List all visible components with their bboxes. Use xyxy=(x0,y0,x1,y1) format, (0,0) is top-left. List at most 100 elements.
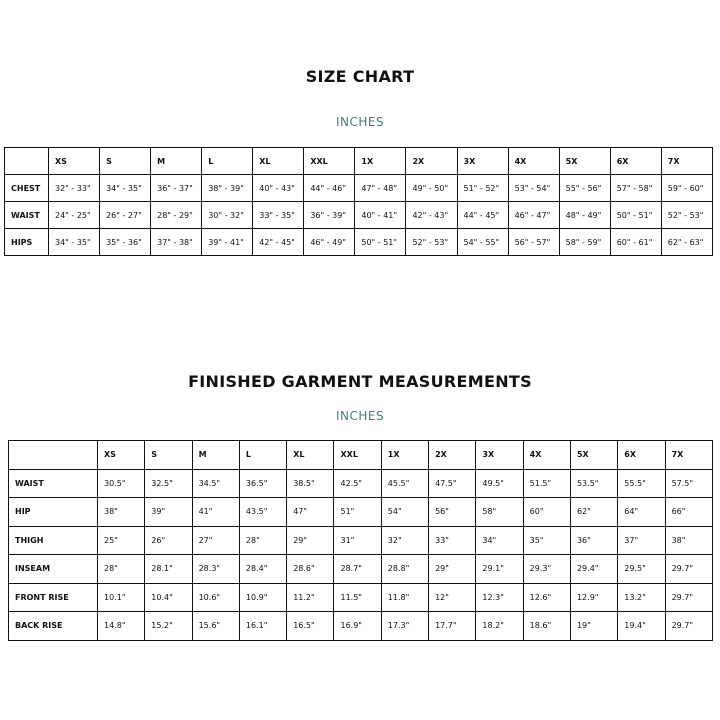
column-header: XXL xyxy=(333,440,382,470)
column-header: 2X xyxy=(428,440,477,470)
row-label: THIGH xyxy=(8,525,98,555)
table-cell: 12.9" xyxy=(569,582,619,612)
table-row: WAIST 24" - 25" 26" - 27" 28" - 29" 30" - 32… xyxy=(4,201,714,229)
column-header: 2X xyxy=(405,147,458,175)
table-cell: 29" xyxy=(286,525,335,555)
table-cell: 36.5" xyxy=(238,468,288,498)
table-cell: 42" - 45" xyxy=(252,228,305,256)
column-header: XXL xyxy=(303,147,356,175)
table-row: HIPS 34" - 35" 35" - 36" 37" - 38" 39" - 41"… xyxy=(4,228,714,256)
table-cell: 38.5" xyxy=(286,468,335,498)
table-cell: 29.5" xyxy=(617,554,666,584)
table-cell: 38" - 39" xyxy=(201,174,254,202)
table-cell: 10.6" xyxy=(191,582,240,612)
table-cell: 36" xyxy=(569,525,619,555)
table-cell: 66" xyxy=(664,497,714,527)
table-cell: 56" xyxy=(428,497,477,527)
garment-chart-title: FINISHED GARMENT MEASUREMENTS xyxy=(188,372,532,391)
table-cell: 60" - 61" xyxy=(609,228,662,256)
table-cell: 46" - 49" xyxy=(303,228,356,256)
table-row: WAIST 30.5" 32.5" 34.5" 36.5" 38.5" 42.5" 45.5"… xyxy=(8,468,714,498)
table-cell: 49.5" xyxy=(475,468,524,498)
table-cell: 24" - 25" xyxy=(47,201,101,229)
column-header: 3X xyxy=(475,440,524,470)
table-cell: 53.5" xyxy=(569,468,619,498)
table-cell: 56" - 57" xyxy=(507,228,560,256)
table-cell: 52" - 53" xyxy=(405,228,458,256)
header-row: XS S M L XL XXL 1X 2X 3X 4X 5X 6X 7X xyxy=(4,147,714,175)
table-cell: 47" - 48" xyxy=(354,174,407,202)
table-cell: 35" xyxy=(522,525,571,555)
table-cell: 25" xyxy=(96,525,146,555)
size-chart-unit: INCHES xyxy=(335,115,385,129)
table-cell: 51.5" xyxy=(522,468,571,498)
table-cell: 28.3" xyxy=(191,554,240,584)
table-cell: 52" - 53" xyxy=(660,201,714,229)
row-label: WAIST xyxy=(8,468,98,498)
column-header: L xyxy=(201,147,254,175)
table-cell: 29.3" xyxy=(522,554,571,584)
table-cell: 51" - 52" xyxy=(456,174,509,202)
table-cell: 28.7" xyxy=(333,554,382,584)
table-cell: 18.6" xyxy=(522,611,571,641)
table-cell: 44" - 46" xyxy=(303,174,356,202)
table-cell: 38" xyxy=(664,525,714,555)
table-row: HIP 38" 39" 41" 43.5" 47" 51" 54" 56" 58" 60" 62" 64… xyxy=(8,497,714,527)
table-cell: 57" - 58" xyxy=(609,174,662,202)
table-row: FRONT RISE 10.1" 10.4" 10.6" 10.9" 11.2" 11.5"… xyxy=(8,582,714,612)
table-cell: 11.2" xyxy=(286,582,335,612)
table-cell: 16.1" xyxy=(238,611,288,641)
table-cell: 32.5" xyxy=(144,468,193,498)
table-cell: 29" xyxy=(428,554,477,584)
table-cell: 10.9" xyxy=(238,582,288,612)
table-cell: 30" - 32" xyxy=(201,201,254,229)
table-body: XS S M L XL XXL 1X 2X 3X 4X 5X 6X 7X CHEST 32" - 33" 34… xyxy=(4,147,714,256)
table-cell: 16.9" xyxy=(333,611,382,641)
table-cell: 58" - 59" xyxy=(558,228,611,256)
table-cell: 62" - 63" xyxy=(660,228,714,256)
table-cell: 51" xyxy=(333,497,382,527)
column-header: XL xyxy=(286,440,335,470)
table-cell: 60" xyxy=(522,497,571,527)
table-cell: 38" xyxy=(96,497,146,527)
table-cell: 15.2" xyxy=(144,611,193,641)
table-cell: 50" - 51" xyxy=(354,228,407,256)
table-cell: 30.5" xyxy=(96,468,146,498)
row-label: CHEST xyxy=(4,174,49,202)
column-header: 6X xyxy=(617,440,666,470)
table-cell: 18.2" xyxy=(475,611,524,641)
table-cell: 28" xyxy=(238,525,288,555)
table-cell: 36" - 39" xyxy=(303,201,356,229)
table-cell: 50" - 51" xyxy=(609,201,662,229)
table-cell: 29.1" xyxy=(475,554,524,584)
table-cell: 54" - 55" xyxy=(456,228,509,256)
row-label: WAIST xyxy=(4,201,49,229)
table-cell: 27" xyxy=(191,525,240,555)
table-cell: 29.7" xyxy=(664,554,714,584)
table-cell: 34.5" xyxy=(191,468,240,498)
table-cell: 47" xyxy=(286,497,335,527)
table-cell: 53" - 54" xyxy=(507,174,560,202)
garment-table: XS S M L XL XXL 1X 2X 3X 4X 5X 6X 7X WAIST 30.5" 32.5" 3… xyxy=(8,440,714,641)
table-cell: 37" xyxy=(617,525,666,555)
column-header: XS xyxy=(47,147,101,175)
table-row: CHEST 32" - 33" 34" - 35" 36" - 37" 38" - 39… xyxy=(4,174,714,202)
table-cell: 10.1" xyxy=(96,582,146,612)
table-cell: 48" - 49" xyxy=(558,201,611,229)
table-cell: 37" - 38" xyxy=(150,228,203,256)
table-cell: 32" - 33" xyxy=(47,174,101,202)
column-header: 7X xyxy=(664,440,714,470)
table-cell: 58" xyxy=(475,497,524,527)
column-header: 1X xyxy=(354,147,407,175)
table-cell: 64" xyxy=(617,497,666,527)
table-cell: 28" xyxy=(96,554,146,584)
table-cell: 28.1" xyxy=(144,554,193,584)
table-cell: 32" xyxy=(380,525,430,555)
corner-cell xyxy=(4,147,49,175)
table-cell: 39" xyxy=(144,497,193,527)
table-cell: 31" xyxy=(333,525,382,555)
table-cell: 54" xyxy=(380,497,430,527)
table-cell: 15.6" xyxy=(191,611,240,641)
table-cell: 40" - 41" xyxy=(354,201,407,229)
